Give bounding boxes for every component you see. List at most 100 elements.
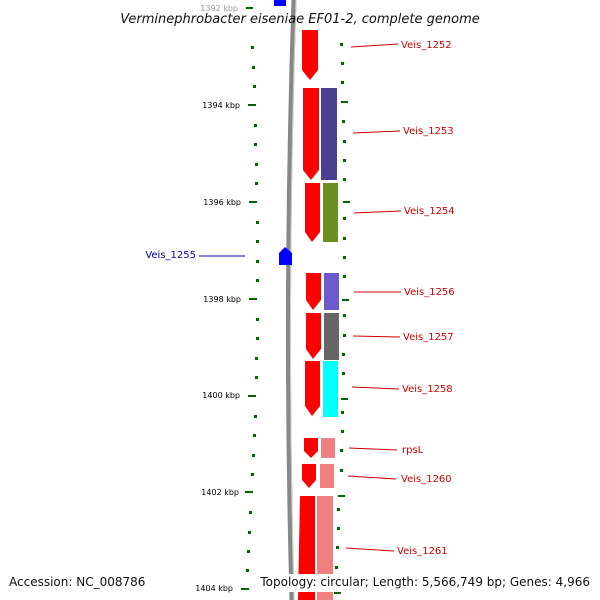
gene-arrow-veis-1255[interactable] [279,247,292,265]
gene-arrow-veis-1253[interactable] [303,88,319,180]
minor-tick [255,182,258,185]
minor-tick [256,318,259,321]
leader-line [352,130,401,134]
minor-tick [335,566,338,569]
kbp-label-1400: 1400 kbp [202,391,240,400]
leader-line [351,386,400,390]
cog-block-veis-1258[interactable] [323,361,338,417]
minor-tick [343,178,346,181]
kbp-label-1392: 1392 kbp [200,4,238,13]
minor-tick [256,240,259,243]
kbp-label-1398: 1398 kbp [203,295,241,304]
minor-tick [254,124,257,127]
minor-tick [252,454,255,457]
left-major-ticks [241,7,257,590]
leader-line [350,43,399,48]
minor-tick [343,256,346,259]
minor-tick [342,120,345,123]
gene-label-veis-1258[interactable]: Veis_1258 [402,384,453,395]
genome-backbone-highlight [289,0,297,600]
minor-tick [343,217,346,220]
minor-tick [341,81,344,84]
minor-tick [341,62,344,65]
leader-line [353,210,402,214]
minor-tick [337,527,340,530]
minor-tick [343,237,346,240]
minor-tick [342,353,345,356]
minor-tick [343,159,346,162]
cog-block-veis-1256[interactable] [324,273,339,310]
leader-line [348,447,398,451]
map-title: Verminephrobacter eiseniae EF01-2, compl… [120,12,479,27]
gene-arrow-veis-1252[interactable] [302,30,318,80]
major-tick [341,398,348,400]
leader-line [347,475,397,480]
kbp-label-1404: 1404 kbp [195,584,233,593]
gene-label-veis-1254[interactable]: Veis_1254 [404,206,455,217]
left-minor-ticks [246,46,259,572]
minor-tick [343,140,346,143]
gene-arrow-veis-1256[interactable] [306,273,321,310]
minor-tick [341,430,344,433]
gene-label-veis-1257[interactable]: Veis_1257 [403,332,454,343]
gene-label-veis-1253[interactable]: Veis_1253 [403,126,454,137]
cog-block-veis-1257[interactable] [324,313,339,360]
minor-tick [253,85,256,88]
minor-tick [340,469,343,472]
major-tick [334,592,341,594]
minor-tick [337,508,340,511]
cog-block-veis-1253[interactable] [321,88,337,180]
minor-tick [253,434,256,437]
minor-tick [254,143,257,146]
minor-tick [341,411,344,414]
gene-label-rpsl[interactable]: rpsL [402,445,424,456]
leader-line [345,547,395,552]
gene-label-veis-1255[interactable]: Veis_1255 [145,250,196,261]
minor-tick [342,372,345,375]
gene-arrow-top-reverse[interactable] [274,0,286,6]
minor-tick [248,531,251,534]
gene-arrow-rpsl[interactable] [304,438,318,458]
gene-arrow-veis-1258[interactable] [305,361,320,416]
minor-tick [251,473,254,476]
leader-line [352,335,401,338]
minor-tick [340,43,343,46]
minor-tick [249,511,252,514]
minor-tick [343,334,346,337]
label-leaders [199,43,402,552]
cog-block-veis-1254[interactable] [323,183,338,242]
cog-block-rpsl[interactable] [321,438,335,458]
cog-block-veis-1260[interactable] [320,464,334,488]
major-tick [342,299,349,301]
major-tick [341,101,348,103]
gene-arrow-veis-1260[interactable] [302,464,316,488]
footer-topology: Topology: circular; Length: 5,566,749 bp… [259,575,590,589]
footer-topology-backdrop [258,574,598,592]
footer-accession: Accession: NC_008786 [9,575,145,589]
gene-arrow-veis-1257[interactable] [306,313,321,359]
gene-label-veis-1261[interactable]: Veis_1261 [397,546,448,557]
minor-tick [256,279,259,282]
minor-tick [255,376,258,379]
kbp-label-1402: 1402 kbp [201,488,239,497]
minor-tick [247,550,250,553]
minor-tick [256,337,259,340]
gene-label-veis-1252[interactable]: Veis_1252 [401,40,452,51]
major-tick [338,495,345,497]
minor-tick [343,275,346,278]
minor-tick [254,415,257,418]
minor-tick [256,221,259,224]
kbp-label-1396: 1396 kbp [203,198,241,207]
genome-backbone [285,0,297,600]
minor-tick [340,449,343,452]
minor-tick [256,260,259,263]
right-ticks [334,43,350,594]
major-tick [343,201,350,203]
gene-label-veis-1256[interactable]: Veis_1256 [404,287,455,298]
gene-label-veis-1260[interactable]: Veis_1260 [401,474,452,485]
kbp-label-1394: 1394 kbp [202,101,240,110]
minor-tick [336,546,339,549]
minor-tick [246,569,249,572]
gene-arrow-veis-1254[interactable] [305,183,320,242]
